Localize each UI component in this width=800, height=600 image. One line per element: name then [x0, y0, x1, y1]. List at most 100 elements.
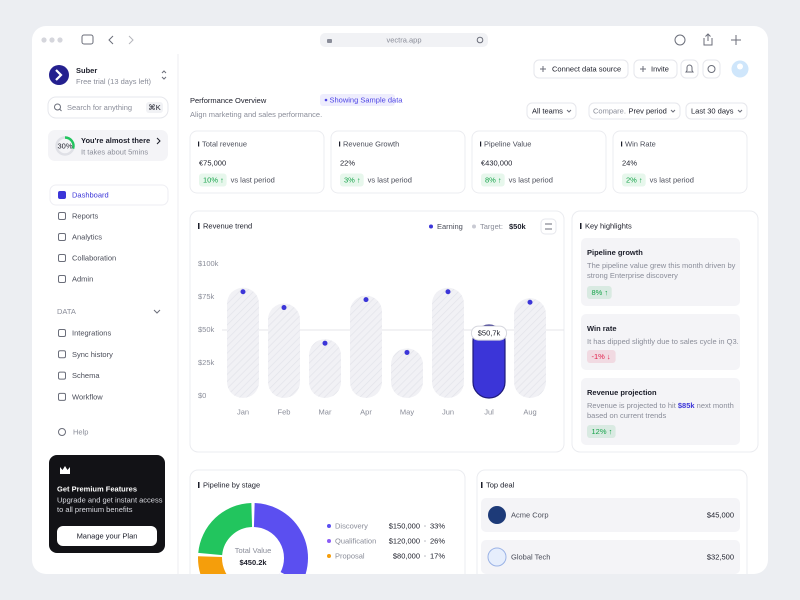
nav-icon — [58, 212, 66, 220]
stage-amount: $120,000 — [389, 536, 420, 545]
compare-value: Prev period — [628, 106, 666, 115]
nav-item[interactable]: Collaboration — [72, 253, 116, 262]
nav-item[interactable]: Dashboard — [72, 190, 109, 199]
range-filter[interactable] — [685, 102, 748, 120]
workspace-switch[interactable] — [161, 70, 167, 80]
team-filter[interactable] — [526, 102, 577, 120]
deal-row[interactable] — [481, 498, 740, 532]
kpi-marker — [339, 141, 341, 147]
nav-item[interactable]: Analytics — [72, 232, 102, 241]
stage-share: 17% — [430, 551, 445, 560]
avatar-head — [737, 63, 743, 70]
stage-name: Proposal — [335, 551, 365, 560]
section-title: DATA — [57, 307, 76, 316]
highlight-emphasis: $85k — [678, 401, 696, 410]
download-icon[interactable] — [674, 34, 686, 46]
kpi-value: €75,000 — [199, 158, 226, 167]
value-label-bg — [470, 325, 508, 341]
separator-dot — [424, 540, 426, 542]
kpi-marker — [621, 141, 623, 147]
chart-filter-button[interactable] — [540, 218, 557, 235]
forward-button[interactable] — [128, 35, 134, 45]
kpi-value: €430,000 — [481, 158, 512, 167]
search-shortcut: ⌘K — [148, 103, 161, 112]
highlight-badge — [587, 286, 612, 299]
x-tick-label: Jun — [442, 407, 454, 416]
kpi-change-badge — [622, 173, 646, 187]
invite-button[interactable] — [633, 59, 678, 79]
bell-icon — [685, 64, 694, 73]
settings-icon — [707, 65, 716, 73]
donut-segment — [253, 503, 308, 574]
premium-button[interactable] — [57, 526, 157, 546]
search-placeholder: Search for anything — [67, 103, 132, 112]
stage-name: Qualification — [335, 536, 376, 545]
kpi-marker — [198, 141, 200, 147]
new-tab-icon[interactable] — [731, 35, 741, 45]
kpi-value: 24% — [622, 158, 637, 167]
highlight-text-run: The pipeline value grew this month drive… — [587, 261, 736, 270]
bar-dot — [281, 305, 287, 311]
team-filter-label: All teams — [532, 106, 563, 115]
reload-icon[interactable] — [476, 36, 484, 44]
section-chevron[interactable] — [153, 309, 161, 314]
logo-mark — [55, 69, 63, 81]
legend-label: Earning — [437, 222, 463, 231]
nav-icon — [58, 350, 66, 359]
search-icon — [54, 103, 61, 111]
separator-dot — [424, 555, 426, 557]
donut-segment — [224, 573, 301, 574]
sidebar-toggle[interactable] — [81, 34, 94, 45]
kpi-label: Revenue Growth — [343, 139, 399, 148]
back-button[interactable] — [108, 35, 114, 45]
kpi-note: vs last period — [509, 175, 553, 184]
nav-item[interactable]: Reports — [72, 211, 99, 220]
nav-item[interactable]: Integrations — [72, 328, 111, 337]
highlight-badge-label: 12% ↑ — [592, 427, 613, 436]
nav-icon — [58, 191, 66, 199]
highlight-badge — [587, 350, 616, 363]
kpi-change: 10% ↑ — [203, 175, 224, 184]
highlight-badge-label: -1% ↓ — [592, 352, 611, 361]
search-box[interactable] — [47, 96, 169, 119]
target-legend-value: $50k — [509, 222, 527, 231]
nav-item[interactable]: Schema — [72, 371, 100, 380]
connect-label: Connect data source — [552, 64, 621, 73]
connect-button[interactable] — [533, 59, 629, 79]
donut-rest — [198, 503, 253, 556]
nav-item[interactable]: Sync history — [72, 350, 113, 359]
premium-text: to all premium benefits — [57, 505, 133, 514]
progress-card[interactable] — [48, 130, 168, 161]
crown-icon — [60, 466, 70, 474]
pipeline-title: Pipeline by stage — [203, 480, 260, 489]
dropdown-chevron — [670, 109, 676, 113]
invite-label: Invite — [651, 64, 669, 73]
nav-item[interactable]: Admin — [72, 274, 93, 283]
nav-help[interactable]: Help — [73, 427, 88, 436]
settings-button[interactable] — [702, 59, 721, 79]
nav-item[interactable]: Workflow — [72, 392, 103, 401]
kpi-change: 2% ↑ — [626, 175, 643, 184]
kpi-card — [330, 130, 466, 194]
share-icon[interactable] — [703, 33, 713, 46]
kpi-note: vs last period — [650, 175, 694, 184]
plus-icon — [540, 66, 546, 72]
bar-dot — [363, 297, 369, 303]
url-bar[interactable] — [320, 33, 488, 47]
highlight-text-run: It has dipped slightly due to sales cycl… — [587, 337, 739, 346]
x-tick-label: Jul — [484, 407, 494, 416]
kpi-change: 8% ↑ — [485, 175, 502, 184]
stage-share: 33% — [430, 521, 445, 530]
compare-filter[interactable] — [588, 102, 681, 120]
nav-icon — [58, 329, 66, 337]
highlight-text: based on current trends — [587, 411, 666, 420]
url: vectra.app — [386, 35, 421, 44]
bar-dot — [404, 349, 410, 355]
window-dot — [41, 37, 47, 43]
nav-icon — [58, 233, 66, 241]
stage-name: Discovery — [335, 521, 368, 530]
bar — [350, 295, 382, 398]
plus-icon — [640, 66, 646, 72]
notifications-button[interactable] — [680, 59, 699, 79]
deal-row[interactable] — [481, 540, 740, 574]
